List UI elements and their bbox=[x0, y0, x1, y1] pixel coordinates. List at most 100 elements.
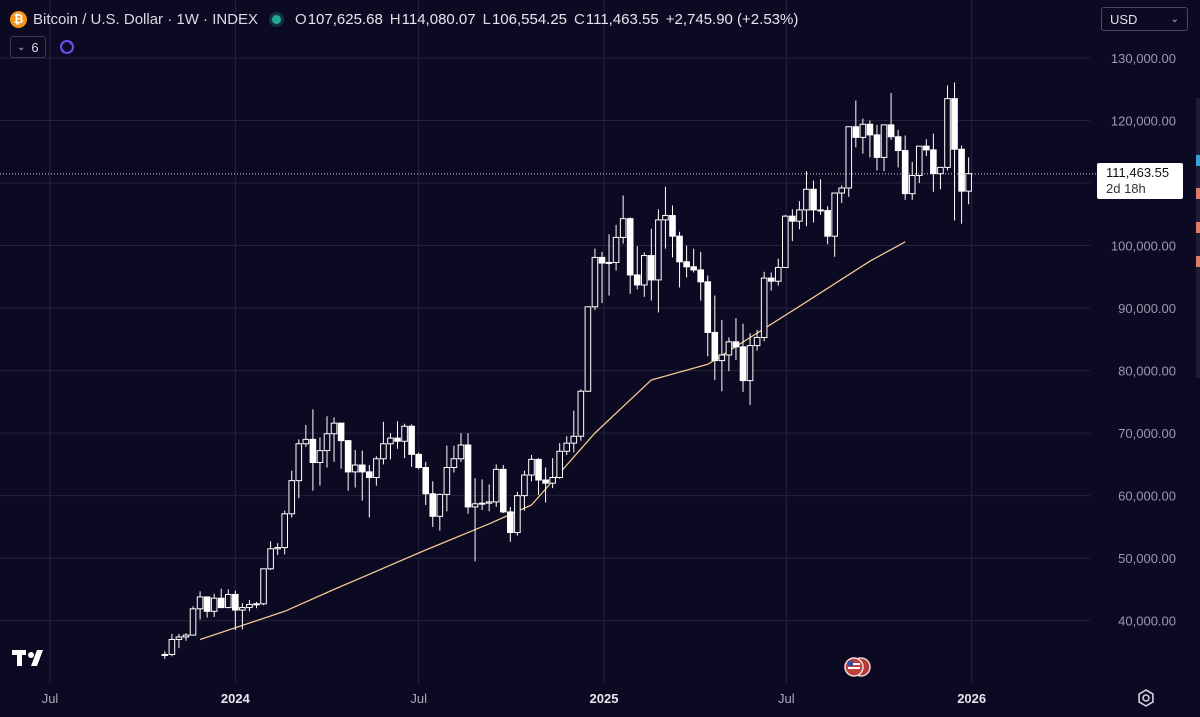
candle-body bbox=[528, 458, 535, 476]
candle-body bbox=[739, 346, 747, 382]
candle-body bbox=[499, 468, 507, 513]
candle bbox=[570, 410, 578, 453]
candle-body bbox=[838, 187, 846, 194]
candle-body bbox=[866, 123, 874, 136]
x-tick-label: Jul bbox=[410, 691, 427, 706]
candle bbox=[655, 209, 662, 313]
alert-marker[interactable] bbox=[1196, 155, 1200, 166]
candle bbox=[873, 124, 881, 171]
candle bbox=[859, 118, 867, 154]
candle bbox=[774, 258, 782, 286]
candle bbox=[457, 433, 465, 462]
candle bbox=[690, 248, 697, 273]
candle-body bbox=[556, 450, 563, 479]
candle bbox=[711, 295, 719, 380]
candle bbox=[880, 124, 888, 172]
candle bbox=[591, 248, 599, 310]
indicator-toolbar: ⌄ 6 bbox=[10, 36, 78, 58]
candle-body bbox=[436, 493, 444, 517]
candle-body bbox=[732, 341, 740, 348]
candle bbox=[260, 568, 267, 606]
market-status-icon[interactable] bbox=[272, 14, 282, 24]
y-tick-label: 80,000.00 bbox=[1118, 364, 1176, 379]
candle bbox=[845, 126, 853, 197]
candle-body bbox=[655, 219, 662, 281]
candle bbox=[612, 224, 620, 271]
candle-body bbox=[316, 450, 324, 464]
price-axis[interactable]: 40,000.00 50,000.00 60,000.00 70,000.00 80,0… bbox=[1111, 51, 1176, 629]
candle-body bbox=[422, 467, 430, 495]
symbol-legend: ₿ Bitcoin / U.S. Dollar · 1W · INDEX O 1… bbox=[10, 8, 798, 30]
chevron-down-icon: ⌄ bbox=[1170, 13, 1179, 25]
candle bbox=[789, 209, 796, 242]
currency-select[interactable]: USD ⌄ bbox=[1101, 7, 1188, 31]
candle bbox=[168, 633, 176, 657]
candle-body bbox=[930, 149, 937, 175]
candle bbox=[640, 252, 648, 297]
candle bbox=[803, 171, 810, 227]
alert-marker[interactable] bbox=[1196, 188, 1200, 199]
candle bbox=[951, 82, 958, 221]
candle-body bbox=[267, 548, 274, 570]
candle-body bbox=[196, 596, 204, 610]
candle bbox=[224, 589, 232, 609]
alert-marker[interactable] bbox=[1196, 256, 1200, 267]
candle-body bbox=[584, 306, 592, 392]
candle-body bbox=[704, 281, 712, 333]
candle-body bbox=[619, 218, 627, 238]
open-label: O bbox=[295, 10, 307, 28]
candle-body bbox=[302, 438, 310, 445]
sync-icon[interactable] bbox=[56, 36, 78, 58]
candle bbox=[633, 246, 641, 290]
candle bbox=[944, 85, 951, 171]
moving-average-layer bbox=[199, 241, 906, 641]
candle bbox=[753, 329, 761, 351]
symbol-title[interactable]: Bitcoin / U.S. Dollar · 1W · INDEX bbox=[33, 10, 259, 28]
candle bbox=[492, 464, 500, 507]
candle bbox=[767, 272, 775, 291]
candle bbox=[683, 245, 690, 278]
candle bbox=[915, 145, 923, 184]
candle-body bbox=[217, 597, 225, 609]
candle bbox=[281, 510, 288, 555]
candle bbox=[648, 228, 655, 301]
candle-body bbox=[507, 511, 514, 534]
candle bbox=[563, 436, 571, 456]
candle-body bbox=[549, 477, 556, 484]
candle-body bbox=[387, 437, 394, 445]
low-value: 106,554.25 bbox=[491, 10, 568, 28]
bitcoin-icon[interactable]: ₿ bbox=[10, 10, 27, 28]
indicators-collapse-button[interactable]: ⌄ 6 bbox=[10, 36, 46, 58]
candle-body bbox=[760, 277, 768, 338]
time-axis[interactable]: Jul 2024 Jul 2025 Jul 2026 bbox=[42, 691, 986, 706]
candle-body bbox=[965, 173, 972, 192]
candle-body bbox=[746, 345, 754, 382]
candle bbox=[302, 424, 310, 447]
candle-body bbox=[873, 134, 881, 158]
y-tick-label: 60,000.00 bbox=[1118, 489, 1176, 504]
candle-body bbox=[450, 458, 458, 469]
settings-icon[interactable] bbox=[1136, 688, 1156, 708]
candle-body bbox=[782, 215, 789, 268]
economic-event-icon[interactable] bbox=[843, 656, 873, 678]
candle bbox=[253, 601, 260, 609]
candle-body bbox=[725, 341, 733, 356]
candle-body bbox=[189, 608, 197, 636]
candle-body bbox=[373, 458, 380, 479]
candle bbox=[316, 437, 324, 486]
candle-body bbox=[908, 175, 916, 195]
candle bbox=[394, 421, 401, 449]
candle bbox=[535, 458, 542, 496]
close-value: 111,463.55 bbox=[585, 10, 659, 28]
candle bbox=[824, 206, 831, 245]
price-scale-edge bbox=[1196, 98, 1200, 378]
indicator-count: 6 bbox=[31, 39, 39, 55]
candle-body bbox=[676, 235, 683, 263]
alert-marker[interactable] bbox=[1196, 222, 1200, 233]
candle bbox=[499, 465, 507, 514]
candle-body bbox=[915, 145, 923, 177]
candle-body bbox=[366, 471, 373, 479]
tradingview-logo-icon[interactable] bbox=[12, 648, 48, 668]
candle bbox=[507, 506, 514, 542]
